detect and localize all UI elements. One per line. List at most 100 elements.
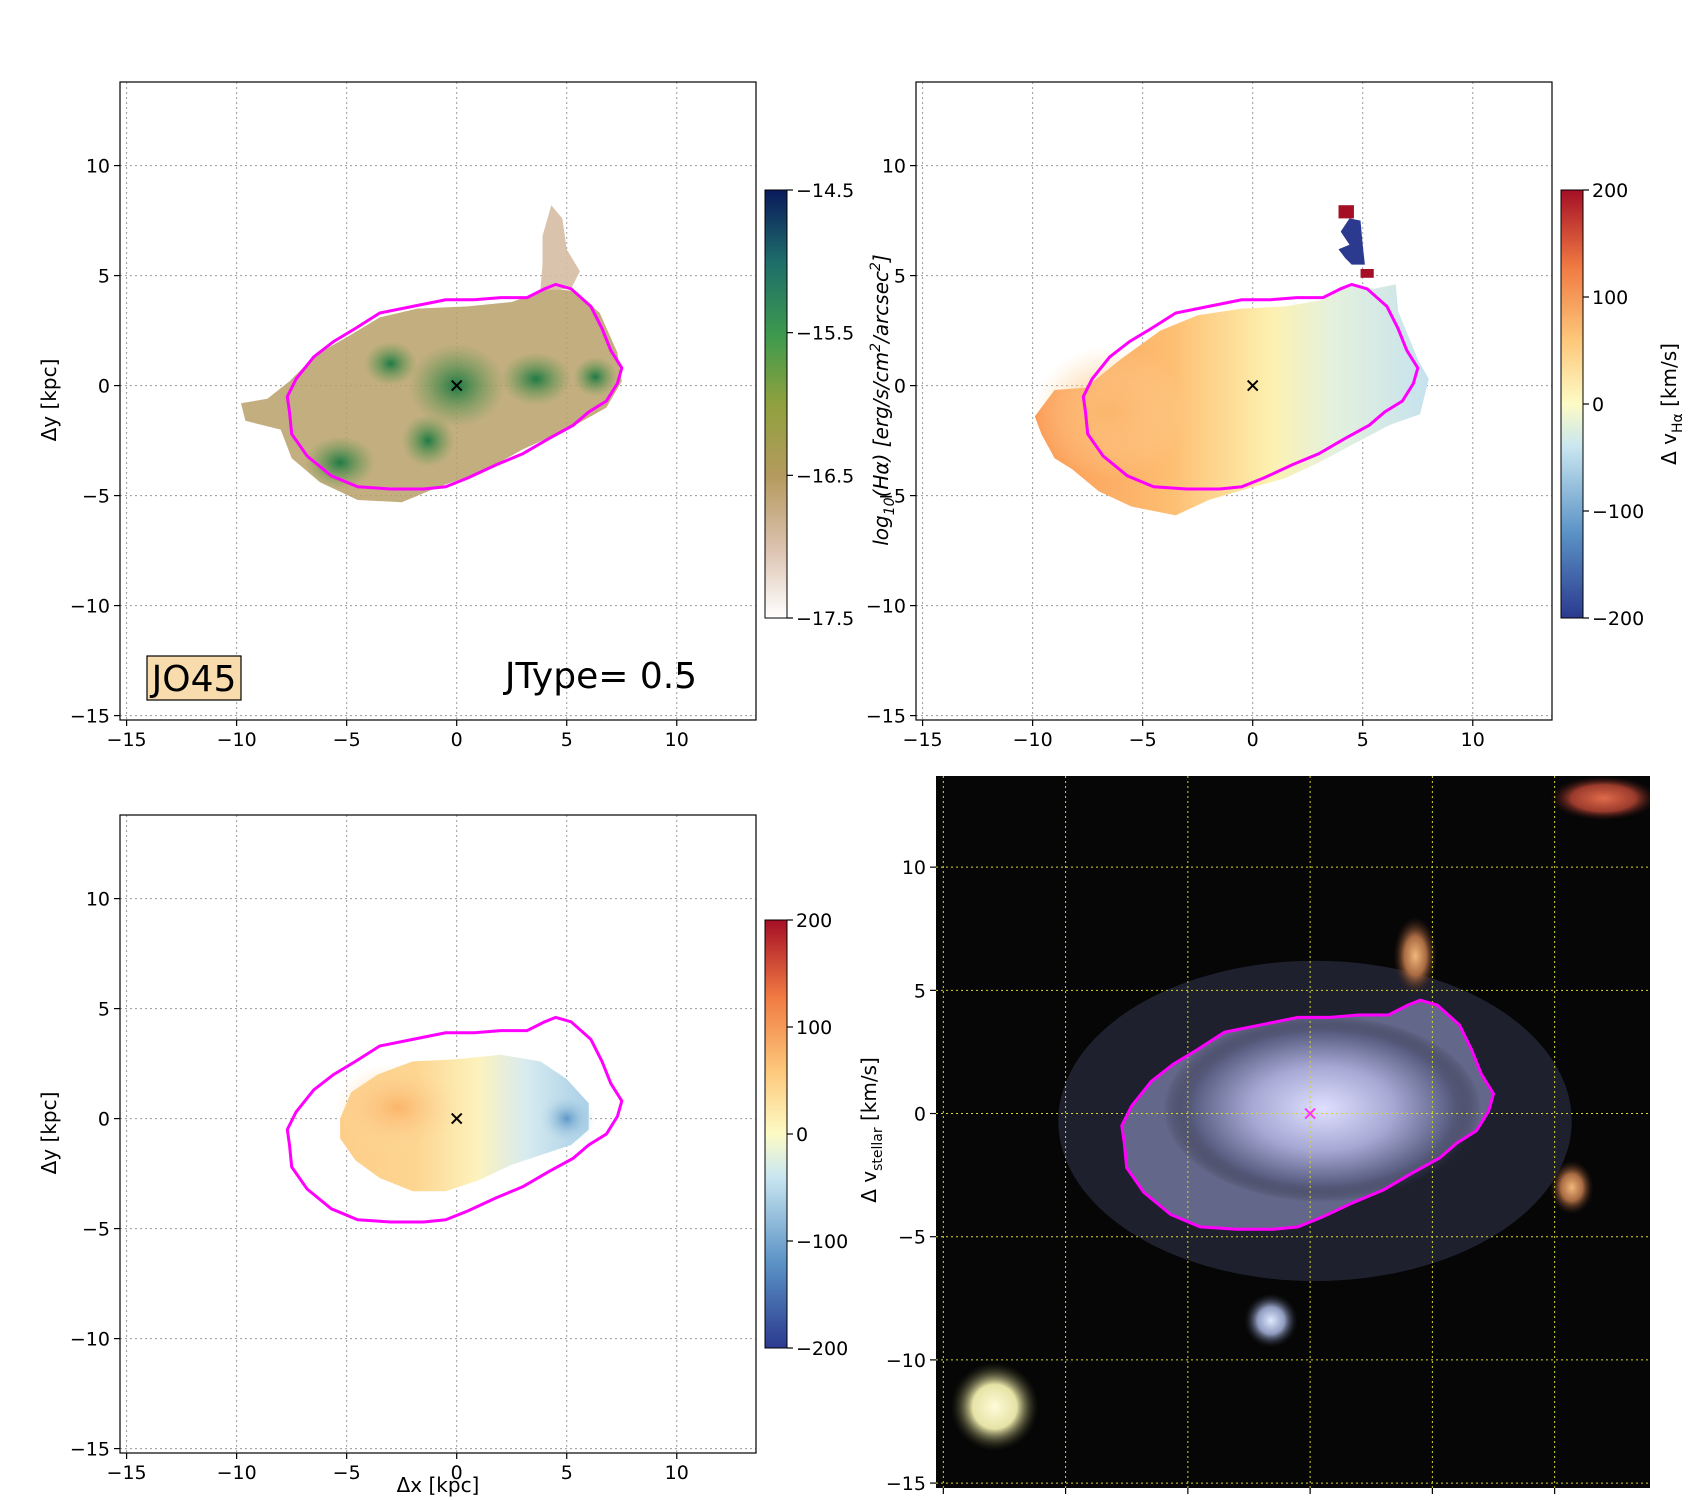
x-tick-label: 10	[1461, 729, 1485, 751]
velocity-blob	[1032, 346, 1187, 478]
center-marker	[450, 379, 463, 392]
x-tick-label: 0	[1247, 729, 1259, 751]
x-tick-label: −15	[923, 1497, 963, 1500]
y-ticks: −15 −10 −5 0 5 10	[70, 889, 120, 1461]
y-axis-label: Δy [kpc]	[37, 359, 61, 442]
center-marker	[450, 1112, 463, 1125]
y-tick-label: 5	[914, 980, 926, 1002]
center-cross-stroke	[450, 379, 463, 392]
center-cross-stroke	[1304, 1107, 1316, 1120]
background-galaxy	[1549, 1160, 1594, 1215]
center-marker	[1246, 379, 1259, 392]
x-tick-label: 5	[1357, 729, 1369, 751]
x-ticks: −15 −10 −5 0 5 10	[923, 1488, 1567, 1500]
colorbar-tick-label: −200	[796, 1338, 848, 1360]
axes-frame	[119, 81, 757, 721]
colorbar-ticks: 200 100 0 −100 −200	[1583, 180, 1644, 630]
y-tick-label: 0	[894, 376, 906, 398]
y-tick-label: 10	[86, 889, 110, 911]
colorbar-tick-label: −15.5	[796, 323, 854, 345]
x-tick-label: 5	[561, 1462, 573, 1484]
x-tick-label: −10	[217, 1462, 257, 1484]
y-tick-label: −10	[70, 596, 110, 618]
x-ticks: −15 −10 −5 0 5 10	[107, 1453, 689, 1484]
y-tick-label: −5	[878, 486, 906, 508]
panel-rgb-image: −15 −10 −5 0 5 10 −15 −10 −5 0 5 10 Δ vstellar [km…	[857, 776, 1650, 1500]
y-tick-label: −15	[886, 1473, 926, 1495]
stellar-colorbar-label: Δ vstellar [km/s]	[857, 1057, 886, 1203]
galaxy-core	[1163, 1014, 1482, 1203]
y-tick-label: −10	[866, 596, 906, 618]
y-tick-label: −5	[82, 486, 110, 508]
y-tick-label: −15	[70, 1439, 110, 1461]
x-tick-label: 0	[1304, 1497, 1316, 1500]
colorbar-tick-label: −16.5	[796, 465, 854, 487]
y-tick-label: 5	[894, 266, 906, 288]
panel-halpha-velocity: −15 −10 −5 0 5 10 −15 −10 −5 0 5 10 log10(Hα) [erg…	[866, 81, 1686, 751]
center-marker	[1304, 1107, 1316, 1120]
background-galaxy	[1393, 916, 1438, 996]
galaxy-name: JO45	[150, 659, 237, 700]
grid	[120, 82, 756, 720]
colorbar-velocity	[764, 919, 788, 1349]
colorbar-tick-label: −14.5	[796, 180, 854, 202]
flux-tail	[540, 205, 580, 291]
x-tick-label: 5	[1426, 1497, 1438, 1500]
galaxy-contour	[285, 1015, 624, 1224]
tail-blue-clump	[1338, 218, 1365, 265]
x-tick-label: −10	[217, 729, 257, 751]
galaxy-contour	[1120, 998, 1496, 1231]
colorbar-tick-label: −200	[1592, 608, 1644, 630]
y-tick-label: 0	[914, 1104, 926, 1126]
center-cross-stroke	[1246, 379, 1259, 392]
x-tick-label: 10	[665, 729, 689, 751]
grid	[916, 82, 1552, 720]
x-tick-label: −5	[1174, 1497, 1202, 1500]
y-tick-label: 10	[882, 156, 906, 178]
colorbar-ticks: −14.5 −15.5 −16.5 −17.5	[787, 180, 854, 630]
velocity-colorbar-label: Δ vHα [km/s]	[1657, 343, 1686, 465]
colorbar-velocity	[1560, 189, 1584, 619]
galaxy-contour	[1081, 282, 1420, 491]
y-ticks: −15 −10 −5 0 5 10	[866, 156, 916, 728]
flux-knot	[573, 357, 618, 397]
x-axis-label: Δx [kpc]	[397, 1473, 480, 1497]
flux-knot	[401, 414, 455, 467]
axes-frame	[915, 81, 1553, 721]
y-tick-label: 5	[98, 999, 110, 1021]
colorbar-tick-label: 0	[1592, 394, 1604, 416]
velocity-blob	[335, 1063, 459, 1152]
halpha-velocity-map	[1032, 205, 1429, 516]
colorbar-flux	[764, 189, 788, 619]
colorbar-tick-label: −100	[796, 1231, 848, 1253]
x-tick-label: −5	[333, 729, 361, 751]
grid	[120, 815, 756, 1453]
y-tick-label: 5	[98, 266, 110, 288]
stellar-velocity-map	[335, 1054, 596, 1192]
x-tick-label: 5	[561, 729, 573, 751]
tail-red-pixels	[1360, 269, 1374, 278]
velocity-blob	[538, 1092, 596, 1145]
x-tick-label: 0	[451, 1462, 463, 1484]
foreground-star	[950, 1362, 1039, 1452]
galaxy-contour	[285, 282, 624, 491]
flux-colorbar-label: log10(Hα) [erg/s/cm2/arcsec2]	[868, 254, 898, 546]
x-ticks: −15 −10 −5 0 5 10	[903, 720, 1485, 751]
flux-knot	[304, 436, 376, 489]
y-tick-label: −15	[70, 706, 110, 728]
colorbar-ticks: 200 100 0 −100 −200	[787, 910, 848, 1360]
y-ticks: −15 −10 −5 0 5 10	[886, 857, 936, 1495]
x-tick-label: −10	[1046, 1497, 1086, 1500]
x-tick-label: −5	[1129, 729, 1157, 751]
x-tick-label: −15	[107, 1462, 147, 1484]
colorbar-tick-label: −17.5	[796, 608, 854, 630]
x-tick-label: −15	[903, 729, 943, 751]
flux-knot	[500, 352, 572, 406]
x-tick-label: −15	[107, 729, 147, 751]
axes-frame	[119, 814, 757, 1454]
y-tick-label: −10	[70, 1329, 110, 1351]
colorbar-tick-label: 0	[796, 1124, 808, 1146]
x-tick-label: −5	[333, 1462, 361, 1484]
colorbar-tick-label: 100	[796, 1017, 832, 1039]
x-tick-label: 10	[665, 1462, 689, 1484]
